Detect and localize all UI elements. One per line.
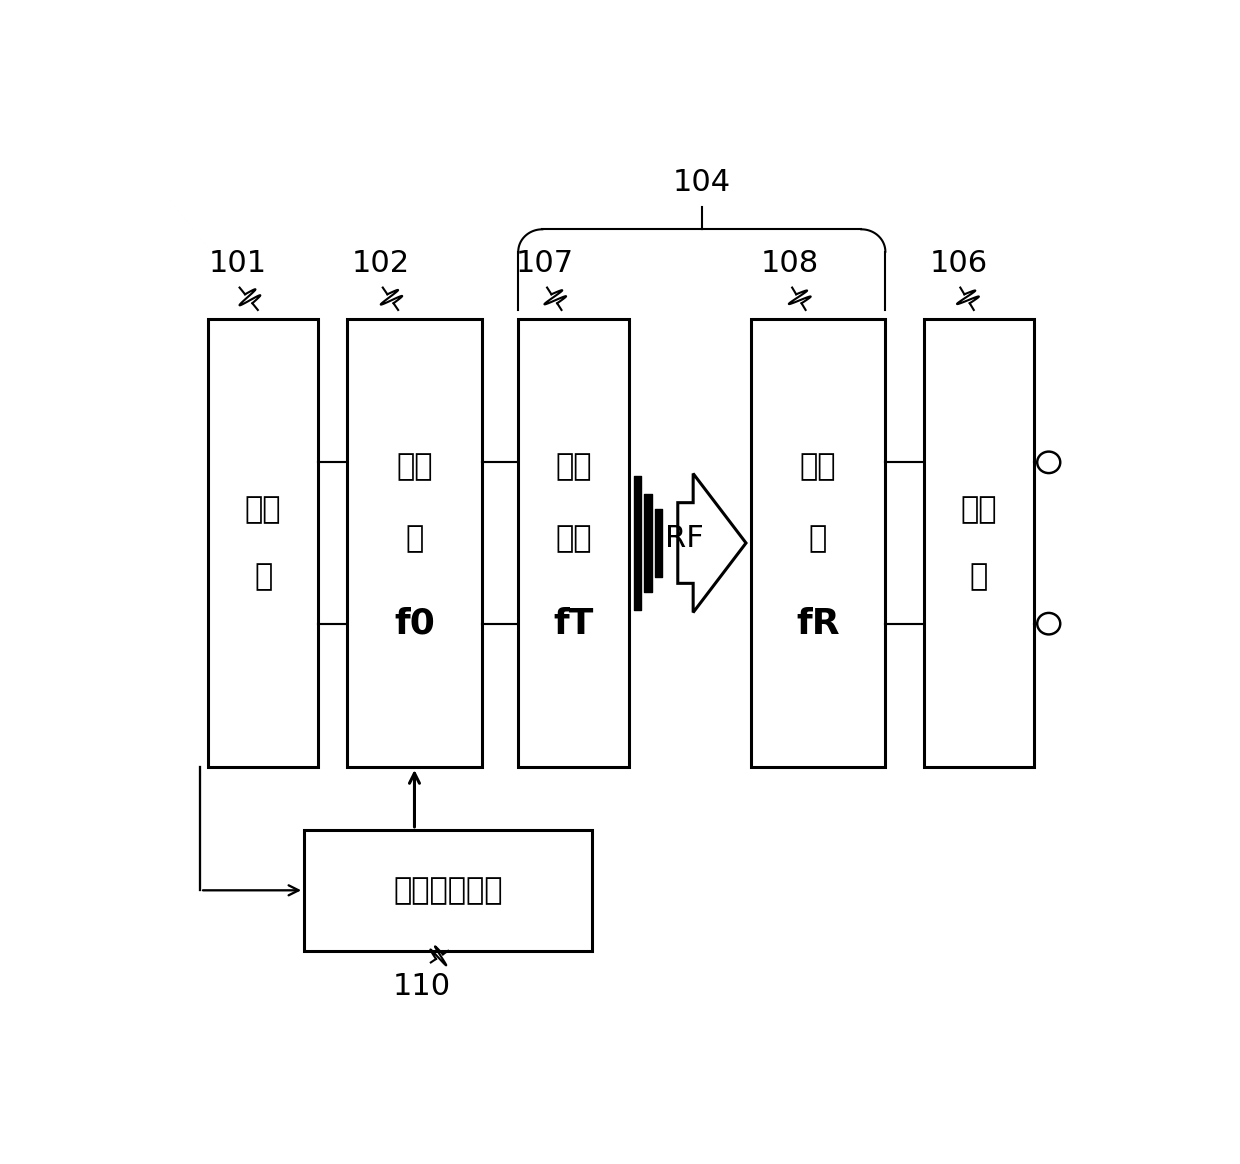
Circle shape [1037, 452, 1060, 473]
Text: 线: 线 [808, 524, 827, 553]
Text: 部: 部 [970, 562, 988, 591]
Text: 发电: 发电 [244, 495, 281, 524]
Text: 部: 部 [405, 524, 424, 553]
Text: 天线: 天线 [556, 524, 591, 553]
Bar [751, 319, 885, 767]
Text: f0: f0 [394, 606, 435, 640]
Text: RF: RF [666, 524, 704, 553]
Text: 送电侧控制部: 送电侧控制部 [393, 875, 503, 904]
Text: fR: fR [796, 606, 839, 640]
Text: 106: 106 [929, 249, 987, 278]
Text: 振荡: 振荡 [397, 453, 433, 482]
Circle shape [1037, 613, 1060, 634]
Text: 101: 101 [208, 249, 267, 278]
Bar [924, 319, 1034, 767]
Text: 104: 104 [673, 169, 730, 197]
Bar [518, 319, 629, 767]
Text: 部: 部 [254, 562, 273, 591]
Text: 102: 102 [352, 249, 410, 278]
Text: fT: fT [553, 606, 594, 640]
Bar [347, 319, 482, 767]
Text: 整流: 整流 [961, 495, 997, 524]
Text: 110: 110 [393, 972, 451, 1001]
FancyArrow shape [678, 474, 746, 612]
Bar [208, 319, 319, 767]
Bar [304, 830, 593, 951]
Text: 107: 107 [516, 249, 574, 278]
Text: 108: 108 [761, 249, 820, 278]
Text: 送电: 送电 [556, 453, 591, 482]
Text: 电天: 电天 [800, 453, 836, 482]
